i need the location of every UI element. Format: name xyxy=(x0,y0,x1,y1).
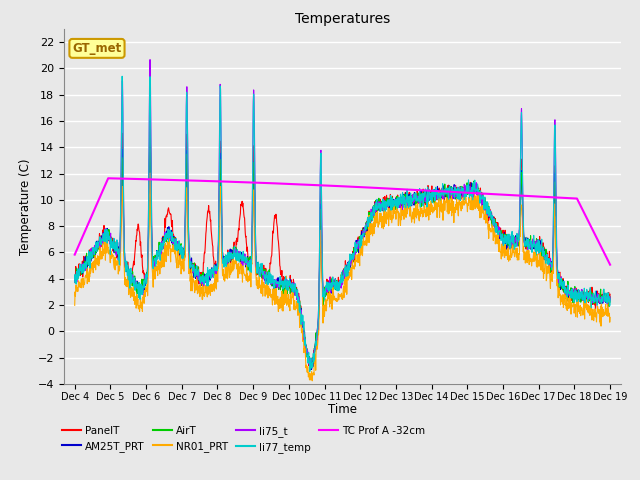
Text: GT_met: GT_met xyxy=(72,42,122,55)
Title: Temperatures: Temperatures xyxy=(295,12,390,26)
X-axis label: Time: Time xyxy=(328,403,357,416)
Y-axis label: Temperature (C): Temperature (C) xyxy=(19,158,32,255)
Legend: PanelT, AM25T_PRT, AirT, NR01_PRT, li75_t, li77_temp, TC Prof A -32cm: PanelT, AM25T_PRT, AirT, NR01_PRT, li75_… xyxy=(58,421,429,457)
